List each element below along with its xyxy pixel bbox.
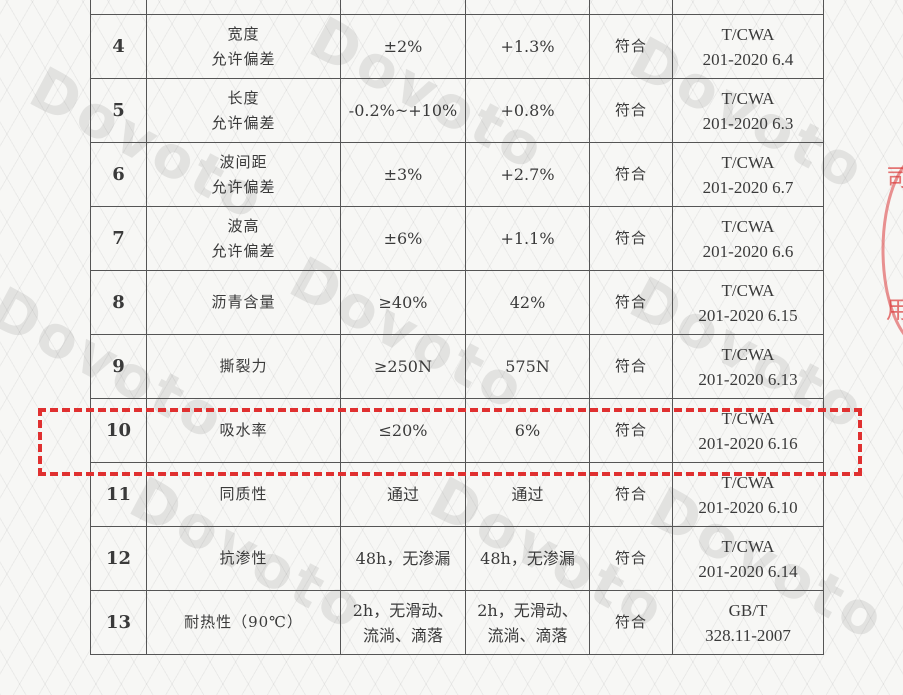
table-row bbox=[90, 0, 824, 15]
cell-result: 42% bbox=[465, 270, 590, 335]
cell-standard: T/CWA 201-2020 6.14 bbox=[672, 526, 824, 591]
cell-no: 7 bbox=[90, 206, 147, 271]
standard-line: 201-2020 6.15 bbox=[698, 305, 798, 325]
table-row: 9 撕裂力 ≥250N 575N 符合 T/CWA 201-2020 6.13 bbox=[90, 334, 824, 399]
standard-line: 201-2020 6.7 bbox=[702, 177, 794, 197]
cell-standard: T/CWA 201-2020 6.7 bbox=[672, 142, 824, 207]
cell-standard: T/CWA 201-2020 6.3 bbox=[672, 78, 824, 143]
cell-item: 抗渗性 bbox=[146, 526, 341, 591]
cell-requirement: ±3% bbox=[340, 142, 466, 207]
standard-line: T/CWA bbox=[721, 280, 775, 300]
cell-result: 575N bbox=[465, 334, 590, 399]
cell-conclusion: 符合 bbox=[589, 14, 673, 79]
cell-no bbox=[90, 0, 147, 15]
standard-line: T/CWA bbox=[721, 216, 775, 236]
cell-requirement: 48h，无渗漏 bbox=[340, 526, 466, 591]
cell-item: 波高 允许偏差 bbox=[146, 206, 341, 271]
cell-result: 48h，无渗漏 bbox=[465, 526, 590, 591]
cell-requirement: 2h，无滑动、 流淌、滴落 bbox=[340, 590, 466, 655]
table-row: 8 沥青含量 ≥40% 42% 符合 T/CWA 201-2020 6.15 bbox=[90, 270, 824, 335]
cell-requirement: ≥40% bbox=[340, 270, 466, 335]
cell-no: 5 bbox=[90, 78, 147, 143]
cell-no: 13 bbox=[90, 590, 147, 655]
highlight-box-row-10 bbox=[38, 408, 862, 476]
cell-item: 波间距 允许偏差 bbox=[146, 142, 341, 207]
cell-requirement bbox=[340, 0, 466, 15]
standard-line: 201-2020 6.4 bbox=[702, 49, 794, 69]
cell-result: +1.3% bbox=[465, 14, 590, 79]
cell-standard: T/CWA 201-2020 6.4 bbox=[672, 14, 824, 79]
standard-line: T/CWA bbox=[721, 408, 775, 428]
standard-line: T/CWA bbox=[721, 344, 775, 364]
cell-item: 沥青含量 bbox=[146, 270, 341, 335]
cell-standard: T/CWA 201-2020 6.6 bbox=[672, 206, 824, 271]
cell-standard: T/CWA 201-2020 6.13 bbox=[672, 334, 824, 399]
table-row: 7 波高 允许偏差 ±6% +1.1% 符合 T/CWA 201-2020 6.6 bbox=[90, 206, 824, 271]
cell-item: 耐热性（90℃） bbox=[146, 590, 341, 655]
cell-item: 撕裂力 bbox=[146, 334, 341, 399]
cell-standard bbox=[672, 0, 824, 15]
cell-standard: T/CWA 201-2020 6.15 bbox=[672, 270, 824, 335]
svg-text:用: 用 bbox=[886, 296, 903, 324]
cell-conclusion bbox=[589, 0, 673, 15]
standard-line: T/CWA bbox=[721, 152, 775, 172]
cell-no: 6 bbox=[90, 142, 147, 207]
table-row: 6 波间距 允许偏差 ±3% +2.7% 符合 T/CWA 201-2020 6.7 bbox=[90, 142, 824, 207]
cell-item: 宽度 允许偏差 bbox=[146, 14, 341, 79]
standard-line: 201-2020 6.14 bbox=[698, 561, 798, 581]
standard-line: 201-2020 6.10 bbox=[698, 497, 798, 517]
cell-result: +0.8% bbox=[465, 78, 590, 143]
test-results-table: 4 宽度 允许偏差 ±2% +1.3% 符合 T/CWA 201-2020 6.4 5 长度 允… bbox=[90, 0, 824, 655]
cell-conclusion: 符合 bbox=[589, 142, 673, 207]
cell-conclusion: 符合 bbox=[589, 270, 673, 335]
cell-no: 12 bbox=[90, 526, 147, 591]
table-row: 13 耐热性（90℃） 2h，无滑动、 流淌、滴落 2h，无滑动、 流淌、滴落 符合 GB… bbox=[90, 590, 824, 655]
cell-requirement: ±6% bbox=[340, 206, 466, 271]
standard-line: 201-2020 6.16 bbox=[698, 433, 798, 453]
table-row: 12 抗渗性 48h，无渗漏 48h，无渗漏 符合 T/CWA 201-2020 6.14 bbox=[90, 526, 824, 591]
standard-line: T/CWA bbox=[721, 88, 775, 108]
table-row: 5 长度 允许偏差 -0.2%~+10% +0.8% 符合 T/CWA 201-2020 6… bbox=[90, 78, 824, 143]
cell-conclusion: 符合 bbox=[589, 78, 673, 143]
cell-result: +2.7% bbox=[465, 142, 590, 207]
standard-line: 201-2020 6.13 bbox=[698, 369, 798, 389]
cell-result bbox=[465, 0, 590, 15]
cell-result: +1.1% bbox=[465, 206, 590, 271]
cell-conclusion: 符合 bbox=[589, 334, 673, 399]
cell-requirement: ±2% bbox=[340, 14, 466, 79]
cell-conclusion: 符合 bbox=[589, 590, 673, 655]
standard-line: GB/T bbox=[728, 600, 768, 620]
cell-requirement: ≥250N bbox=[340, 334, 466, 399]
svg-text:司: 司 bbox=[886, 164, 903, 192]
cell-item: 长度 允许偏差 bbox=[146, 78, 341, 143]
standard-line: T/CWA bbox=[721, 24, 775, 44]
table-row: 4 宽度 允许偏差 ±2% +1.3% 符合 T/CWA 201-2020 6.4 bbox=[90, 14, 824, 79]
standard-line: 201-2020 6.3 bbox=[702, 113, 794, 133]
cell-no: 9 bbox=[90, 334, 147, 399]
standard-line: 201-2020 6.6 bbox=[702, 241, 794, 261]
cell-result: 2h，无滑动、 流淌、滴落 bbox=[465, 590, 590, 655]
cell-standard: GB/T 328.11-2007 bbox=[672, 590, 824, 655]
cell-no: 4 bbox=[90, 14, 147, 79]
standard-line: 328.11-2007 bbox=[705, 625, 791, 645]
cell-requirement: -0.2%~+10% bbox=[340, 78, 466, 143]
cell-no: 8 bbox=[90, 270, 147, 335]
cell-item bbox=[146, 0, 341, 15]
red-seal-stamp: 司 用 bbox=[881, 164, 903, 336]
cell-conclusion: 符合 bbox=[589, 206, 673, 271]
standard-line: T/CWA bbox=[721, 472, 775, 492]
standard-line: T/CWA bbox=[721, 536, 775, 556]
cell-conclusion: 符合 bbox=[589, 526, 673, 591]
